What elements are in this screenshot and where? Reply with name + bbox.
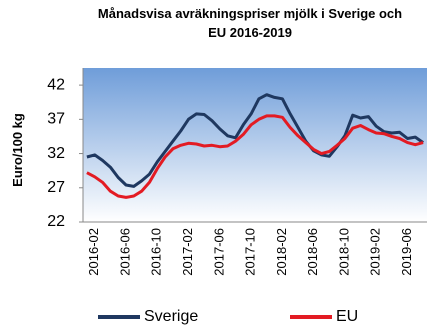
y-tick-label: 42 <box>47 76 65 93</box>
y-tick-label: 37 <box>47 111 65 128</box>
series-line <box>86 114 424 199</box>
x-tick-label: 2017-06 <box>211 228 226 276</box>
x-tick-label: 2017-10 <box>243 228 258 276</box>
x-tick-label: 2017-02 <box>180 228 195 276</box>
y-tick-label: 22 <box>47 213 65 230</box>
x-tick-label: 2016-02 <box>86 228 101 276</box>
series-line <box>86 93 424 188</box>
y-axis-label: Euro/100 kg <box>10 113 25 187</box>
x-tick-label: 2016-06 <box>117 228 132 276</box>
y-tick-label: 27 <box>47 179 65 196</box>
plot-area <box>83 68 427 222</box>
x-tick-label: 2019-06 <box>399 228 414 276</box>
x-tick-label: 2018-10 <box>336 228 351 276</box>
legend-label: Sverige <box>144 308 198 325</box>
chart-title: EU 2016-2019 <box>208 25 292 40</box>
x-tick-label: 2018-06 <box>305 228 320 276</box>
y-tick-label: 32 <box>47 145 65 162</box>
x-tick-label: 2018-02 <box>274 228 289 276</box>
chart-title: Månadsvisa avräkningspriser mjölk i Sver… <box>98 6 402 21</box>
legend-label: EU <box>336 308 358 325</box>
x-tick-label: 2016-10 <box>149 228 164 276</box>
x-tick-label: 2019-02 <box>368 228 383 276</box>
